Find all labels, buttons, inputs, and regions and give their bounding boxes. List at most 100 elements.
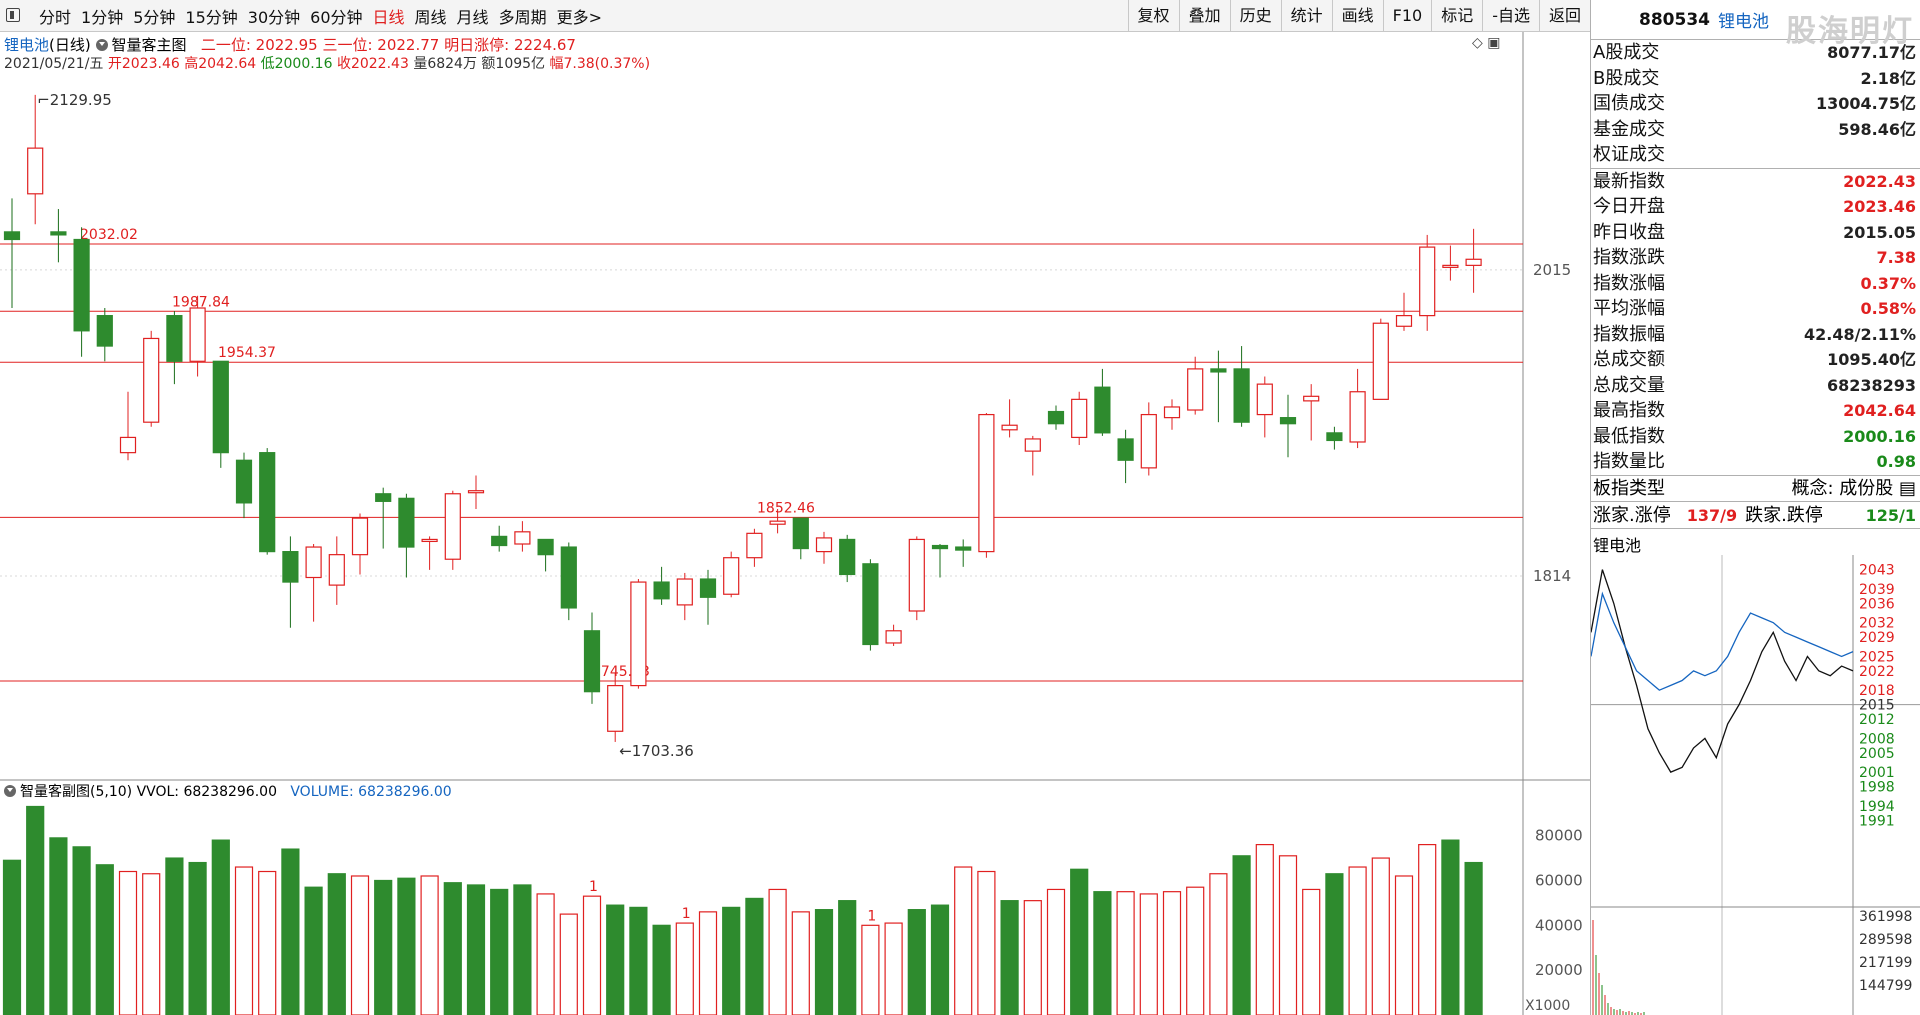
window-icon[interactable] xyxy=(6,8,20,22)
stat-row-value: 0.37% xyxy=(1860,273,1916,293)
period-tab[interactable]: 5分钟 xyxy=(133,8,176,27)
turnover-row-value: 598.46亿 xyxy=(1838,119,1916,139)
period-tab[interactable]: 周线 xyxy=(414,8,447,27)
watermark: 股海明灯 xyxy=(1786,14,1914,49)
down-candle xyxy=(3,231,21,241)
ohlc-date: 2021/05/21/五 xyxy=(4,56,104,72)
mini-price-label: 2001 xyxy=(1859,765,1895,781)
down-candle xyxy=(1117,438,1134,461)
period-tab[interactable]: 更多> xyxy=(556,8,602,27)
turnover-row: 权证成交 xyxy=(1591,142,1920,168)
toolbar-button[interactable]: 复权 xyxy=(1127,0,1179,32)
period-tab[interactable]: 分时 xyxy=(39,8,72,27)
up-volume-bar xyxy=(142,873,161,1015)
up-volume-bar xyxy=(1116,891,1135,1015)
chart-corner-icons: ◇ ▣ xyxy=(1472,35,1500,51)
toolbar-button[interactable]: 叠加 xyxy=(1178,0,1230,32)
volume-readout: VOLUME: 68238296.00 xyxy=(290,784,452,800)
up-candle xyxy=(1163,406,1181,419)
stat-row: 指数涨跌 7.38 xyxy=(1591,245,1920,271)
up-candle xyxy=(815,537,833,553)
down-candle xyxy=(73,238,90,332)
up-volume-bar xyxy=(1046,888,1066,1015)
down-candle xyxy=(583,630,601,693)
toolbar-button[interactable]: F10 xyxy=(1382,0,1432,32)
down-volume-bar xyxy=(304,886,323,1015)
turnover-row-value: 2.18亿 xyxy=(1860,68,1916,88)
up-candle xyxy=(978,413,995,553)
up-candle xyxy=(444,493,461,560)
volume-label: 量 xyxy=(413,56,428,72)
diamond-icon[interactable]: ◇ xyxy=(1472,35,1483,51)
up-candle xyxy=(1001,424,1018,431)
third-position: 三一位: 2022.77 xyxy=(322,36,440,54)
up-volume-bar xyxy=(698,911,718,1015)
ohlc-line: 2021/05/21/五 开2023.46 高2042.64 低2000.16 … xyxy=(4,53,650,73)
board-type-label: 板指类型 xyxy=(1593,477,1665,499)
down-volume-bar xyxy=(374,879,393,1015)
advance-value: 137/9 xyxy=(1686,505,1738,525)
mini-volume-label: 289598 xyxy=(1859,932,1912,948)
up-candle xyxy=(630,581,647,687)
toolbar-button[interactable]: 历史 xyxy=(1229,0,1281,32)
down-candle xyxy=(96,315,113,347)
volume-indicator[interactable]: 智量客副图(5,10) xyxy=(20,784,133,800)
period-tabs: 分时 1分钟 5分钟 15分钟 30分钟 60分钟 日线 周线 月线 多周期 更多> xyxy=(34,0,607,32)
toolbar-button[interactable]: -自选 xyxy=(1482,0,1539,32)
up-candle xyxy=(607,684,624,732)
dropdown-circle-icon[interactable] xyxy=(4,785,16,797)
turnover-section: A股成交 8077.17亿 B股成交 2.18亿 国债成交 13004.75亿 基金成交 59… xyxy=(1591,40,1920,169)
stat-row-label: 最高指数 xyxy=(1593,400,1665,421)
period-tab[interactable]: 多周期 xyxy=(498,8,547,27)
down-volume-bar xyxy=(95,864,114,1015)
volume-mark-label: 1 xyxy=(682,906,691,922)
up-volume-bar xyxy=(559,913,578,1015)
main-indicator[interactable]: 智量客主图 xyxy=(111,36,187,54)
dropdown-circle-icon[interactable] xyxy=(95,39,108,51)
mini-price-label: 2015 xyxy=(1859,698,1895,714)
period-tab[interactable]: 15分钟 xyxy=(185,8,238,27)
board-type-value[interactable]: 概念: 成份股 ▤ xyxy=(1791,477,1916,499)
up-volume-bar xyxy=(582,895,602,1015)
period-tab[interactable]: 1分钟 xyxy=(81,8,124,27)
level-label: 2032.02 xyxy=(80,227,138,243)
decline-value: 125/1 xyxy=(1865,505,1916,525)
toolbar-button[interactable]: 统计 xyxy=(1280,0,1332,32)
period-tab[interactable]: 30分钟 xyxy=(247,8,301,27)
stat-row-value: 68238293 xyxy=(1826,375,1916,395)
mini-price-label: 1998 xyxy=(1859,780,1895,796)
down-candle xyxy=(1279,417,1297,425)
stat-row-value: 7.38 xyxy=(1876,248,1916,267)
up-volume-bar xyxy=(1023,900,1042,1015)
toolbar-button[interactable]: 返回 xyxy=(1538,0,1590,32)
volume-tick-label: 20000 xyxy=(1535,961,1583,979)
candlestick-chart[interactable]: 201518142032.021987.841954.371852.461745… xyxy=(0,32,1590,1015)
period-tab[interactable]: 日线 xyxy=(372,8,405,27)
volume-mark-label: 1 xyxy=(867,908,876,924)
up-candle xyxy=(676,578,693,606)
down-candle xyxy=(282,551,299,583)
down-volume-bar xyxy=(1464,861,1483,1015)
high-value: 2042.64 xyxy=(198,56,257,72)
board-type-row: 板指类型 概念: 成份股 ▤ xyxy=(1591,476,1920,502)
up-volume-bar xyxy=(1139,893,1158,1015)
stat-row: 最新指数 2022.43 xyxy=(1591,169,1920,195)
up-volume-bar xyxy=(1162,891,1182,1015)
chart-title-line: 锂电池(日线) 智量客主图 二一位: 2022.95 三一位: 2022.77 … xyxy=(4,34,576,55)
period-tab[interactable]: 月线 xyxy=(456,8,489,27)
panel-icon[interactable]: ▣ xyxy=(1487,35,1501,51)
mini-price-label: 2036 xyxy=(1859,596,1895,612)
up-volume-bar xyxy=(977,870,996,1015)
toolbar-button[interactable]: 标记 xyxy=(1431,0,1482,32)
turnover-row-label: 国债成交 xyxy=(1593,93,1665,114)
stat-row: 指数量比 0.98 xyxy=(1591,449,1920,475)
toolbar-button[interactable]: 画线 xyxy=(1331,0,1383,32)
down-candle xyxy=(792,517,809,550)
stat-row-value: 42.48/2.11% xyxy=(1804,324,1916,344)
change-value: 7.38(0.37%) xyxy=(563,56,651,72)
stat-row-label: 指数振幅 xyxy=(1593,323,1665,345)
period-tab[interactable]: 60分钟 xyxy=(310,8,363,27)
stat-row-value: 2022.43 xyxy=(1843,171,1916,191)
up-candle xyxy=(1395,315,1413,327)
